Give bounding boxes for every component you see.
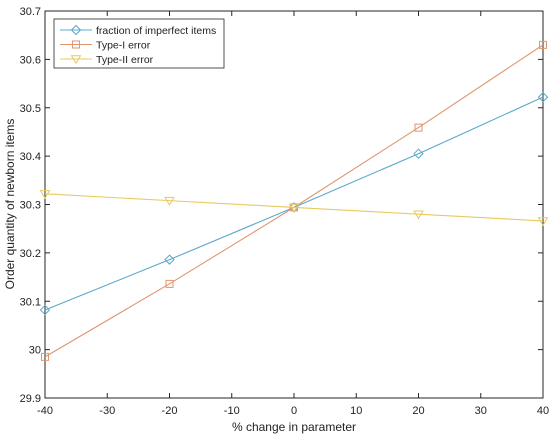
y-tick-label: 30 [29,345,41,357]
data-point [537,91,549,103]
y-tick-label: 30.7 [20,6,41,18]
x-tick-label: 40 [537,405,549,417]
y-tick-label: 30.1 [20,296,41,308]
data-point [39,190,51,200]
legend-marker [72,40,80,49]
legend-label: Type-II error [96,54,154,66]
series-line [44,193,544,222]
y-axis-label: Order quantity of newborn items [3,119,17,290]
data-point [537,217,549,227]
data-point [165,279,174,288]
series-layer [39,40,549,361]
x-tick-label: 30 [475,405,487,417]
y-tick-label: 30.2 [20,248,41,260]
data-point [413,148,424,159]
legend: fraction of imperfect items Type-I error T… [53,18,225,69]
data-point [414,123,423,132]
y-tick-label: 30.6 [20,54,41,66]
legend-item: Type-II error [60,54,154,66]
y-tick-label: 30.3 [20,200,41,212]
series-2 [39,190,549,227]
x-tick-label: -10 [224,405,240,417]
data-point [39,304,51,316]
legend-label: fraction of imperfect items [96,25,216,37]
x-tick-label: -40 [37,405,53,417]
x-tick-label: -20 [162,405,178,417]
legend-label: Type-I error [96,39,151,51]
x-tick-label: -30 [99,405,115,417]
data-point [164,254,175,265]
legend-item: Type-I error [60,39,151,51]
legend-marker [70,24,82,36]
x-tick-label: 20 [412,405,424,417]
legend-box [53,18,225,69]
axis-ticks: -40 -30 -20 -10 0 10 20 30 40 29.9 30 30.1 30.2 30.3 3… [20,6,550,417]
x-tick-label: 10 [350,405,362,417]
x-axis-label: % change in parameter [232,420,356,434]
data-point [413,210,424,220]
data-point [539,40,547,49]
legend-marker [70,55,82,65]
data-point [41,352,49,361]
data-point [288,203,300,213]
legend-items: fraction of imperfect items Type-I error T… [60,24,216,66]
data-point [164,196,175,206]
y-tick-label: 29.9 [20,393,41,405]
y-tick-label: 30.4 [20,151,41,163]
x-tick-label: 0 [291,405,297,417]
legend-item: fraction of imperfect items [60,24,216,37]
y-tick-label: 30.5 [20,103,41,115]
